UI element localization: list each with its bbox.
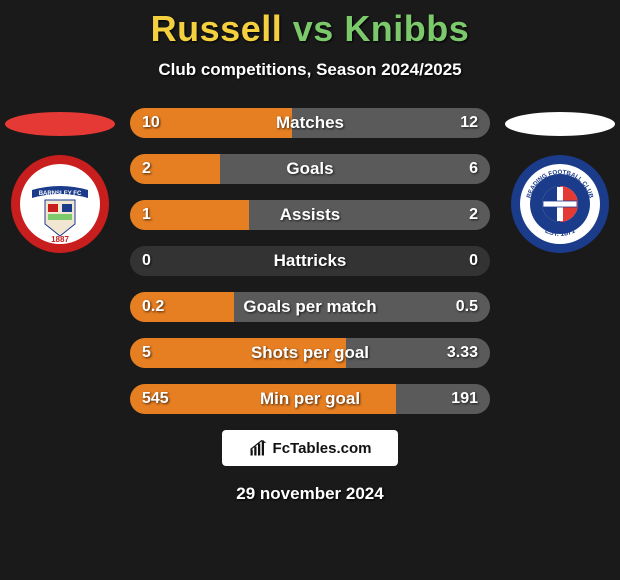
stat-row: 26Goals	[130, 154, 490, 184]
right-ellipse	[505, 112, 615, 136]
stat-label: Goals per match	[130, 292, 490, 322]
player-right-name: Knibbs	[344, 8, 469, 49]
vs-text: vs	[293, 8, 334, 49]
stat-label: Goals	[130, 154, 490, 184]
brand-footer: FcTables.com	[222, 430, 398, 466]
subtitle: Club competitions, Season 2024/2025	[0, 60, 620, 80]
right-side: READING FOOTBALL CLUB EST. 1871	[500, 108, 620, 254]
svg-text:1887: 1887	[51, 235, 69, 244]
player-left-name: Russell	[151, 8, 283, 49]
brand-chart-icon	[249, 439, 267, 457]
stat-row: 00Hattricks	[130, 246, 490, 276]
stat-label: Matches	[130, 108, 490, 138]
brand-text: FcTables.com	[273, 440, 372, 457]
stat-row: 545191Min per goal	[130, 384, 490, 414]
right-club-badge: READING FOOTBALL CLUB EST. 1871	[510, 154, 610, 254]
stat-label: Min per goal	[130, 384, 490, 414]
stat-label: Hattricks	[130, 246, 490, 276]
date-text: 29 november 2024	[0, 484, 620, 504]
left-ellipse	[5, 112, 115, 136]
comparison-title: Russell vs Knibbs	[0, 0, 620, 50]
stat-row: 1012Matches	[130, 108, 490, 138]
stat-label: Assists	[130, 200, 490, 230]
stat-label: Shots per goal	[130, 338, 490, 368]
comparison-content: BARNSLEY FC 1887 READING FOOTBALL CLUB E…	[0, 108, 620, 414]
stat-row: 12Assists	[130, 200, 490, 230]
stat-row: 53.33Shots per goal	[130, 338, 490, 368]
stat-rows: 1012Matches 26Goals 12Assists 00Hattricks 0.…	[130, 108, 490, 414]
svg-text:BARNSLEY FC: BARNSLEY FC	[39, 191, 82, 197]
stat-row: 0.20.5Goals per match	[130, 292, 490, 322]
left-side: BARNSLEY FC 1887	[0, 108, 120, 254]
left-club-badge: BARNSLEY FC 1887	[10, 154, 110, 254]
